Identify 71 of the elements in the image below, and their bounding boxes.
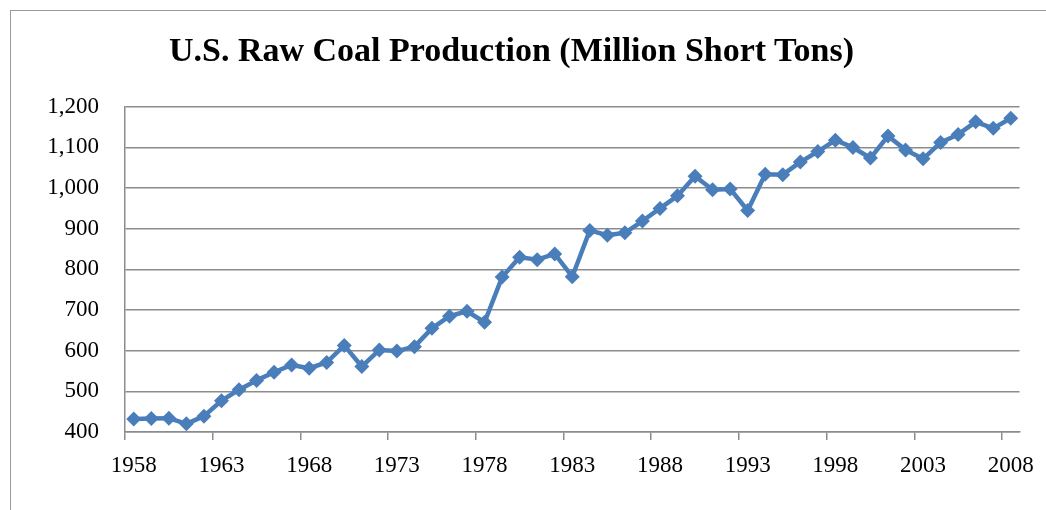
point [354,359,370,375]
point [862,150,878,166]
point [371,342,387,358]
point [178,416,194,432]
x-tick-label: 1958 [110,451,157,477]
y-tick-label: 500 [64,377,99,403]
point [512,249,528,265]
point [933,135,949,151]
y-tick-label: 600 [64,336,99,362]
x-tick-label: 1993 [724,451,771,477]
point [617,225,633,241]
point [898,142,914,158]
point [634,213,650,229]
point [775,167,791,183]
point [424,320,440,336]
point [143,411,159,427]
point [687,168,703,184]
y-tick-label: 1,100 [47,133,99,159]
point [389,343,405,359]
point [213,393,229,409]
point [810,144,826,160]
point [249,372,265,388]
x-tick-label: 1998 [812,451,859,477]
point [231,382,247,398]
point [494,269,510,285]
point [792,154,808,170]
y-tick-label: 800 [64,255,99,281]
point [564,269,580,285]
x-tick-label: 1963 [198,451,245,477]
point [985,120,1001,136]
point [670,188,686,204]
point [161,410,177,426]
point [196,408,212,424]
y-tick-label: 900 [64,214,99,240]
point [459,303,475,319]
point [827,132,843,148]
x-tick-label: 1978 [461,451,508,477]
point [336,337,352,353]
point [705,182,721,198]
chart-title: U.S. Raw Coal Production (Million Short Tons) [168,31,855,70]
point [652,200,668,216]
point [599,227,615,243]
point [880,128,896,144]
y-tick-label: 1,000 [47,174,99,200]
point [968,114,984,130]
point [477,314,493,330]
point [740,202,756,218]
point [722,181,738,197]
x-tick-label: 2008 [987,451,1034,477]
y-tick-label: 700 [64,296,99,322]
y-tick-label: 1,200 [47,92,99,118]
point [547,246,563,262]
point [266,364,282,380]
y-tick-label: 400 [64,418,99,444]
point [301,360,317,376]
point [1003,110,1019,126]
point [845,139,861,155]
x-tick-label: 1968 [286,451,333,477]
point [441,308,457,324]
x-tick-label: 1983 [549,451,596,477]
point [950,126,966,142]
point [582,222,598,238]
point [757,166,773,182]
point [529,252,545,268]
x-tick-label: 1973 [373,451,420,477]
point [915,151,931,167]
x-tick-label: 2003 [900,451,947,477]
point [284,357,300,373]
point [406,339,422,355]
point [319,354,335,370]
x-tick-label: 1988 [636,451,683,477]
